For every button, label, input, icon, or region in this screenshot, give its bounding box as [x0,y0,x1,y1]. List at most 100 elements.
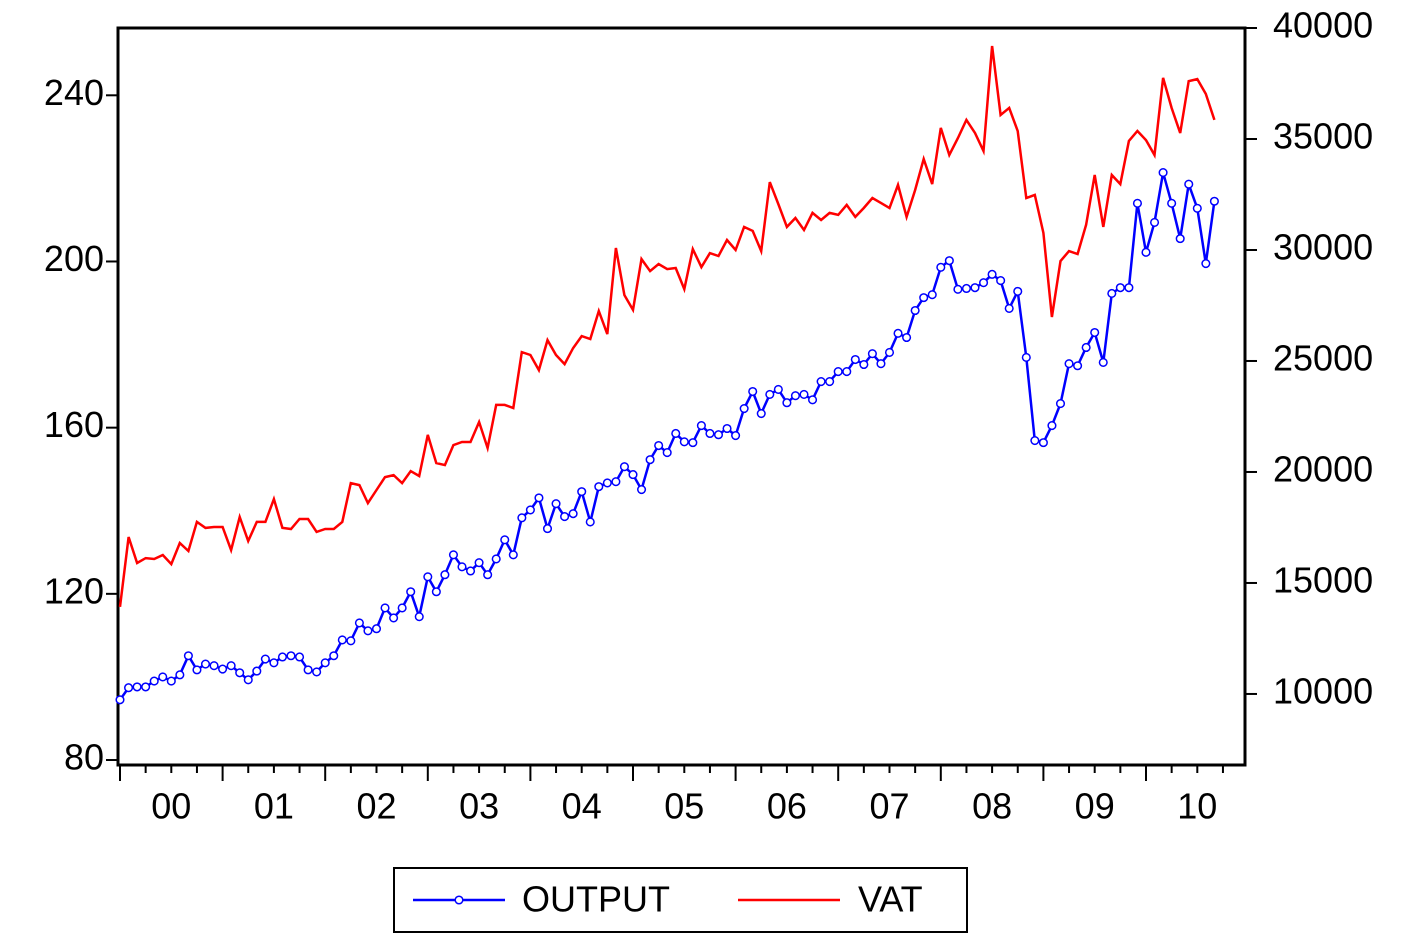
series-marker [731,431,741,441]
series-marker [773,384,783,394]
series-marker [1064,359,1074,369]
series-marker [389,613,399,623]
series-marker [132,682,142,692]
series-marker [269,658,279,668]
series-marker [1047,421,1057,431]
series-marker [1184,179,1194,189]
series-marker [611,477,621,487]
x-tick-label: 01 [254,786,294,827]
series-marker [662,448,672,458]
series-marker [1201,259,1211,269]
series-marker [320,658,330,668]
series-marker [115,695,125,705]
series-marker [1167,198,1177,208]
legend-label: OUTPUT [522,879,670,920]
x-tick-label: 00 [151,786,191,827]
series-marker [739,403,749,414]
series-marker [637,485,647,495]
series-marker [525,505,535,515]
series-marker [799,389,809,399]
series-marker [1038,438,1048,448]
series-marker [1124,283,1134,293]
y-tick-label: 120 [44,570,104,611]
series-marker [1192,203,1202,213]
series-marker [542,524,553,534]
series-marker [337,635,347,645]
series-marker [628,470,638,480]
series-marker [979,278,989,288]
series-marker [508,550,518,560]
series-marker [1090,327,1100,338]
series-marker [996,276,1006,286]
series-marker [124,683,134,693]
series-marker [252,666,262,676]
series-marker [414,612,424,622]
series-marker [466,566,476,576]
series-marker [491,554,501,564]
series-marker [406,587,416,597]
y2-tick-label: 40000 [1273,5,1373,46]
series-marker [303,665,313,675]
series-marker [679,437,689,447]
series-marker [474,558,484,568]
x-tick-label: 02 [356,786,396,827]
series-marker [1013,286,1023,296]
series-marker [483,570,493,580]
y2-tick-label: 30000 [1273,227,1373,268]
series-marker [902,332,912,343]
series-marker [961,283,972,294]
series-marker [235,668,245,678]
series-marker [808,395,818,405]
x-tick-label: 04 [562,786,602,827]
series-marker [688,438,698,448]
series-marker [1081,342,1091,353]
series-marker [1073,361,1083,371]
series-marker [876,359,886,369]
y-tick-label: 200 [44,238,104,279]
series-marker [970,283,980,293]
series-marker [448,550,459,560]
series-marker [790,391,801,401]
y2-tick-label: 25000 [1273,337,1373,378]
series-marker [833,367,843,377]
series-marker [577,487,587,497]
series-marker [936,262,946,272]
series-marker [1132,198,1142,208]
series-marker [534,493,544,503]
series-marker [149,676,159,686]
series-line [118,45,1216,608]
legend-label: VAT [858,879,923,920]
series-marker [175,670,185,680]
series-marker [1030,435,1040,446]
series-marker [1158,168,1168,178]
series-marker [645,455,655,465]
y2-tick-label: 10000 [1273,670,1373,711]
series-marker [277,652,288,662]
y2-tick-label: 35000 [1273,116,1373,157]
series-marker [696,421,706,431]
series-marker [226,661,236,671]
series-marker [329,651,339,661]
series-marker [192,665,202,675]
series-marker [850,354,860,365]
series-line [118,172,1216,701]
series-marker [1055,399,1066,409]
x-tick-label: 09 [1075,786,1115,827]
series-marker [919,293,929,303]
series-marker [200,659,211,669]
series-marker [765,389,775,399]
series-marker [568,509,578,519]
plot-frame [116,26,1247,767]
series-marker [380,603,390,613]
x-tick-label: 03 [459,786,499,827]
series-marker [1004,303,1014,313]
series-marker [354,618,364,628]
y2-tick-label: 15000 [1273,559,1373,600]
series-marker [1150,217,1160,227]
series-marker [183,651,193,661]
series-marker [260,654,270,664]
series-marker [243,675,253,685]
x-tick-label: 07 [869,786,909,827]
series-marker [594,482,604,492]
series-marker [713,430,724,440]
